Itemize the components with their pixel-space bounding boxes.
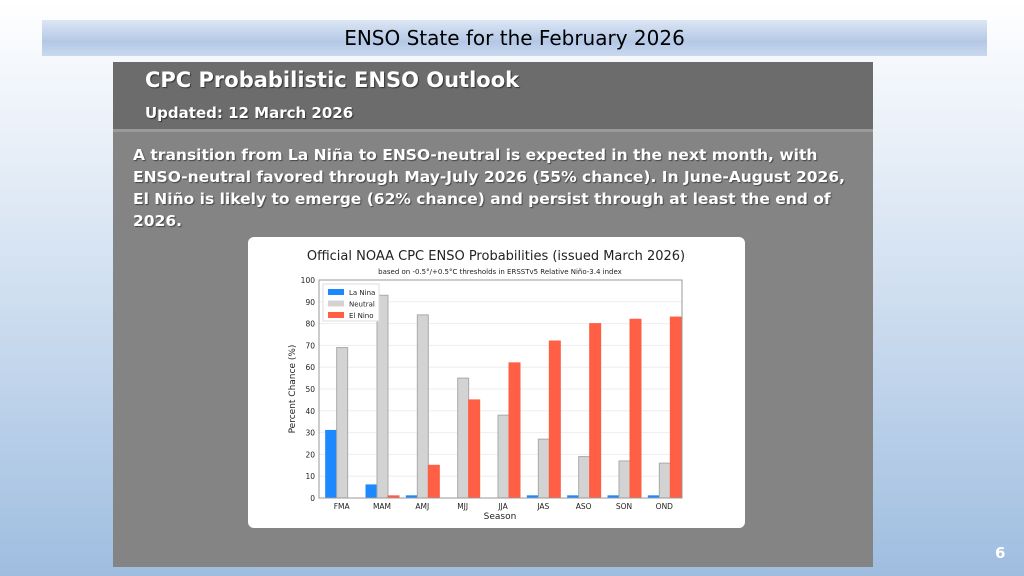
y-tick-label: 10 xyxy=(305,472,315,481)
x-tick-label: OND xyxy=(656,502,674,511)
bar-neutral-fma xyxy=(336,347,349,499)
bar-neutral-son xyxy=(618,460,631,499)
bar-neutral-jas xyxy=(537,438,550,499)
y-tick-label: 60 xyxy=(305,363,315,372)
bar-neutral-amj xyxy=(416,314,429,499)
bar-la-nina-mam xyxy=(365,484,378,499)
bar-el-nino-mjj xyxy=(468,399,481,499)
x-tick-label: MJJ xyxy=(457,502,468,511)
x-tick-label: AMJ xyxy=(415,502,429,511)
chart-svg: Official NOAA CPC ENSO Probabilities (is… xyxy=(288,249,685,522)
bar-el-nino-son xyxy=(629,318,642,499)
y-tick-label: 70 xyxy=(305,341,315,350)
y-tick-label: 20 xyxy=(305,450,315,459)
x-tick-label: JAS xyxy=(536,502,549,511)
y-tick-label: 50 xyxy=(305,385,315,394)
chart-subtitle: based on -0.5°/+0.5°C thresholds in ERSS… xyxy=(378,268,622,276)
y-tick-label: 100 xyxy=(301,276,316,285)
outlook-panel: CPC Probabilistic ENSO Outlook Updated: … xyxy=(113,62,873,567)
bar-neutral-mam xyxy=(376,294,389,499)
bar-el-nino-jas xyxy=(548,340,561,499)
page-number: 6 xyxy=(995,544,1006,562)
plot-frame xyxy=(318,279,683,499)
x-axis-label: Season xyxy=(484,512,517,522)
bar-neutral-jja xyxy=(497,414,510,499)
outlook-summary: A transition from La Niña to ENSO-neutra… xyxy=(133,146,845,230)
y-tick-label: 0 xyxy=(310,494,315,503)
updated-date: Updated: 12 March 2026 xyxy=(145,104,354,122)
bar-neutral-ond xyxy=(658,462,671,499)
bar-el-nino-amj xyxy=(427,464,440,499)
bar-la-nina-fma xyxy=(325,429,338,499)
x-tick-label: FMA xyxy=(334,502,351,511)
x-tick-label: JJA xyxy=(497,502,508,511)
legend-label: Neutral xyxy=(349,301,375,309)
bar-neutral-mjj xyxy=(457,377,470,499)
x-tick-label: SON xyxy=(616,502,632,511)
y-tick-label: 40 xyxy=(305,407,315,416)
legend-label: La Nina xyxy=(349,289,375,297)
y-tick-label: 90 xyxy=(305,298,315,307)
chart-title: Official NOAA CPC ENSO Probabilities (is… xyxy=(307,249,685,264)
legend-swatch-neutral xyxy=(328,300,344,307)
y-tick-label: 30 xyxy=(305,429,315,438)
enso-probability-chart: Official NOAA CPC ENSO Probabilities (is… xyxy=(248,237,745,528)
legend-swatch-el-nino xyxy=(328,312,344,318)
legend-label: El Nino xyxy=(349,312,374,320)
outlook-header: CPC Probabilistic ENSO Outlook Updated: … xyxy=(113,62,873,132)
bar-el-nino-jja xyxy=(508,362,521,499)
x-tick-label: ASO xyxy=(576,502,592,511)
outlook-title: CPC Probabilistic ENSO Outlook xyxy=(145,68,520,92)
legend-swatch-la-nina xyxy=(328,289,344,295)
bar-el-nino-ond xyxy=(669,316,682,499)
bar-neutral-aso xyxy=(578,456,591,499)
y-axis-label: Percent Chance (%) xyxy=(288,345,298,434)
slide-title: ENSO State for the February 2026 xyxy=(42,20,987,56)
x-tick-label: MAM xyxy=(373,502,391,511)
bar-el-nino-aso xyxy=(589,323,602,499)
y-tick-label: 80 xyxy=(305,320,315,329)
